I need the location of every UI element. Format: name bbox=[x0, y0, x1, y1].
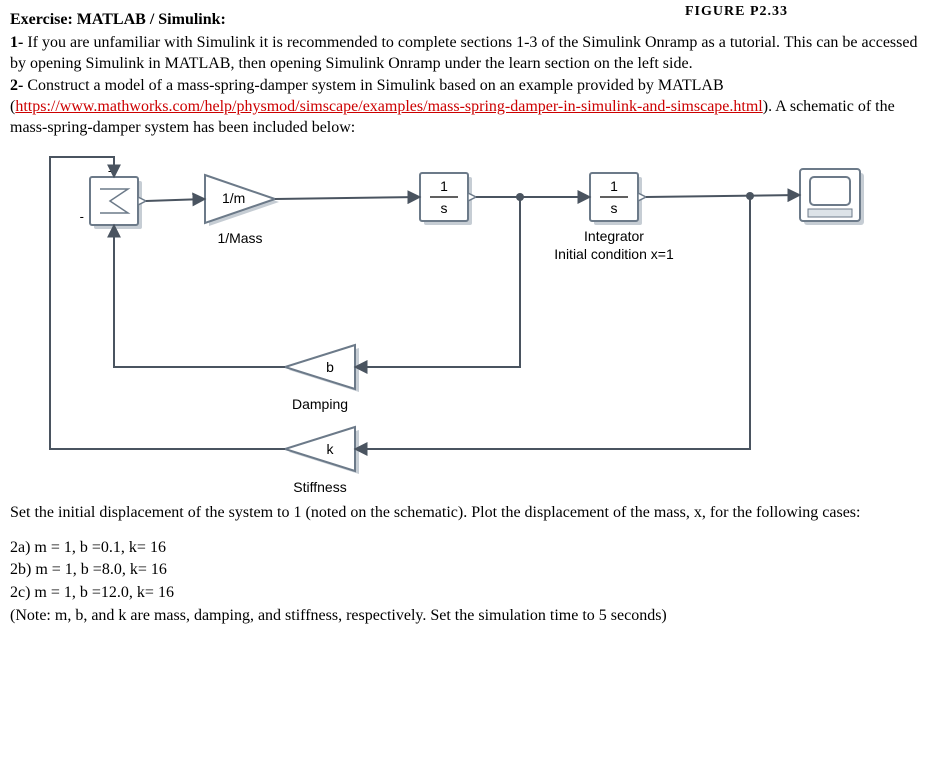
case-2a: 2a) m = 1, b =0.1, k= 16 bbox=[10, 538, 928, 559]
gain-stiffness-label: Stiffness bbox=[293, 479, 346, 495]
gain-mass-text: 1/m bbox=[222, 190, 245, 206]
svg-text:s: s bbox=[611, 200, 618, 216]
svg-text:-: - bbox=[80, 209, 84, 224]
note-text: (Note: m, b, and k are mass, damping, an… bbox=[10, 606, 928, 627]
gain-mass-label: 1/Mass bbox=[217, 230, 262, 246]
case-2c: 2c) m = 1, b =12.0, k= 16 bbox=[10, 583, 928, 604]
wire-sum-to-mass bbox=[146, 199, 205, 201]
gain-mass-block: 1/m 1/Mass bbox=[205, 175, 279, 246]
item1-body: If you are unfamiliar with Simulink it i… bbox=[10, 34, 917, 72]
figure-label: FIGURE P2.33 bbox=[685, 4, 788, 20]
item-1: 1- If you are unfamiliar with Simulink i… bbox=[10, 33, 928, 75]
simulink-diagram: - - 1/m 1/Mass 1 s bbox=[10, 147, 928, 497]
integrator2-label2: Initial condition x=1 bbox=[554, 246, 674, 262]
svg-text:-: - bbox=[108, 163, 112, 178]
svg-text:s: s bbox=[441, 200, 448, 216]
integrator1-block: 1 s bbox=[420, 173, 476, 225]
gain-stiffness-block: k Stiffness bbox=[285, 427, 359, 495]
wire-mass-to-integ1 bbox=[275, 197, 420, 199]
item1-lead: 1- bbox=[10, 34, 23, 51]
wire-displacement-to-stiffness bbox=[355, 196, 750, 449]
integrator2-label1: Integrator bbox=[584, 228, 644, 244]
integrator2-block: 1 s Integrator Initial condition x=1 bbox=[554, 173, 674, 262]
sum-block: - - bbox=[80, 163, 146, 229]
exercise-title: Exercise: MATLAB / Simulink: bbox=[10, 10, 928, 31]
scope-block bbox=[800, 169, 864, 225]
mathworks-link[interactable]: https://www.mathworks.com/help/physmod/s… bbox=[15, 98, 762, 115]
item-2: 2- Construct a model of a mass-spring-da… bbox=[10, 76, 928, 138]
gain-stiffness-text: k bbox=[327, 441, 335, 457]
title-text: Exercise: MATLAB / Simulink: bbox=[10, 11, 226, 28]
svg-text:1: 1 bbox=[610, 178, 618, 194]
gain-damping-label: Damping bbox=[292, 396, 348, 412]
case-2b: 2b) m = 1, b =8.0, k= 16 bbox=[10, 560, 928, 581]
wire-damping-feedback bbox=[114, 225, 285, 367]
item2-lead: 2- bbox=[10, 77, 23, 94]
gain-damping-block: b Damping bbox=[285, 345, 359, 412]
svg-text:1: 1 bbox=[440, 178, 448, 194]
wire-integ2-to-scope bbox=[646, 195, 800, 197]
gain-damping-text: b bbox=[326, 359, 334, 375]
post-diagram-text: Set the initial displacement of the syst… bbox=[10, 503, 928, 524]
